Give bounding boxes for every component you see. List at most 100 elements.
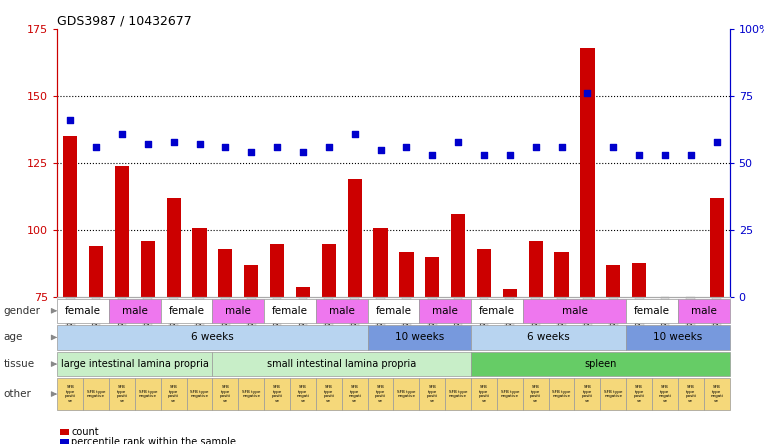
Text: small intestinal lamina propria: small intestinal lamina propria xyxy=(267,359,416,369)
Point xyxy=(116,130,128,137)
Text: male: male xyxy=(329,306,354,316)
Point xyxy=(141,141,154,148)
Point xyxy=(271,143,283,151)
Point xyxy=(555,143,568,151)
Text: SFB
type
positi
ve: SFB type positi ve xyxy=(116,385,128,403)
FancyBboxPatch shape xyxy=(316,298,367,323)
FancyBboxPatch shape xyxy=(575,378,601,410)
FancyBboxPatch shape xyxy=(212,298,264,323)
Text: SFB
type
negati
ve: SFB type negati ve xyxy=(296,385,309,403)
Text: male: male xyxy=(432,306,458,316)
FancyBboxPatch shape xyxy=(57,298,109,323)
Text: SFB
type
positi
ve: SFB type positi ve xyxy=(478,385,490,403)
Point xyxy=(633,151,646,159)
FancyBboxPatch shape xyxy=(212,378,238,410)
Point xyxy=(452,138,465,145)
FancyBboxPatch shape xyxy=(238,378,264,410)
Text: other: other xyxy=(4,389,31,399)
Text: SFB
type
positi
ve: SFB type positi ve xyxy=(582,385,593,403)
FancyBboxPatch shape xyxy=(160,378,186,410)
Point xyxy=(711,138,723,145)
Text: percentile rank within the sample: percentile rank within the sample xyxy=(71,437,236,444)
Point xyxy=(167,138,180,145)
Point xyxy=(400,143,413,151)
Bar xyxy=(632,262,646,297)
Text: female: female xyxy=(65,306,101,316)
Point xyxy=(503,151,516,159)
FancyBboxPatch shape xyxy=(109,378,135,410)
FancyBboxPatch shape xyxy=(549,378,575,410)
FancyBboxPatch shape xyxy=(471,378,497,410)
FancyBboxPatch shape xyxy=(135,378,160,410)
Text: SFB
type
positi
ve: SFB type positi ve xyxy=(426,385,438,403)
Text: male: male xyxy=(691,306,717,316)
Text: age: age xyxy=(4,333,23,342)
FancyBboxPatch shape xyxy=(160,298,212,323)
FancyBboxPatch shape xyxy=(419,378,445,410)
Text: SFB type
negative: SFB type negative xyxy=(552,390,571,398)
Text: 6 weeks: 6 weeks xyxy=(527,333,570,342)
Point xyxy=(529,143,542,151)
FancyBboxPatch shape xyxy=(57,325,367,350)
Point xyxy=(90,143,102,151)
Bar xyxy=(400,252,413,297)
Text: SFB type
negative: SFB type negative xyxy=(397,390,416,398)
FancyBboxPatch shape xyxy=(445,378,471,410)
Point xyxy=(219,143,231,151)
Bar xyxy=(451,214,465,297)
Text: SFB
type
positi
ve: SFB type positi ve xyxy=(271,385,283,403)
FancyBboxPatch shape xyxy=(264,298,316,323)
FancyBboxPatch shape xyxy=(316,378,342,410)
Text: SFB
type
positi
ve: SFB type positi ve xyxy=(323,385,335,403)
Text: GDS3987 / 10432677: GDS3987 / 10432677 xyxy=(57,15,192,28)
Bar xyxy=(477,249,491,297)
Text: SFB
type
positi
ve: SFB type positi ve xyxy=(65,385,76,403)
Point xyxy=(245,149,257,156)
Text: SFB
type
negati
ve: SFB type negati ve xyxy=(711,385,724,403)
Point xyxy=(607,143,620,151)
FancyBboxPatch shape xyxy=(83,378,109,410)
Text: SFB
type
negati
ve: SFB type negati ve xyxy=(659,385,672,403)
Text: SFB type
negative: SFB type negative xyxy=(87,390,105,398)
Text: female: female xyxy=(272,306,308,316)
Bar xyxy=(89,246,103,297)
Point xyxy=(581,90,594,97)
Bar xyxy=(529,241,542,297)
Point xyxy=(348,130,361,137)
Text: SFB type
negative: SFB type negative xyxy=(190,390,209,398)
FancyBboxPatch shape xyxy=(497,378,523,410)
Text: male: male xyxy=(562,306,588,316)
FancyBboxPatch shape xyxy=(523,298,626,323)
FancyBboxPatch shape xyxy=(471,325,626,350)
Bar xyxy=(115,166,129,297)
Point xyxy=(685,151,697,159)
FancyBboxPatch shape xyxy=(212,352,471,377)
FancyBboxPatch shape xyxy=(419,298,471,323)
Text: female: female xyxy=(634,306,670,316)
Point xyxy=(374,146,387,153)
Bar xyxy=(555,252,568,297)
FancyBboxPatch shape xyxy=(393,378,419,410)
Bar xyxy=(141,241,155,297)
Text: SFB
type
positi
ve: SFB type positi ve xyxy=(633,385,645,403)
FancyBboxPatch shape xyxy=(471,352,730,377)
Text: SFB
type
positi
ve: SFB type positi ve xyxy=(168,385,180,403)
Point xyxy=(322,143,335,151)
FancyBboxPatch shape xyxy=(678,298,730,323)
FancyBboxPatch shape xyxy=(367,378,393,410)
FancyBboxPatch shape xyxy=(57,352,212,377)
Text: SFB type
negative: SFB type negative xyxy=(242,390,261,398)
Text: 6 weeks: 6 weeks xyxy=(191,333,234,342)
FancyBboxPatch shape xyxy=(57,378,83,410)
FancyBboxPatch shape xyxy=(109,298,160,323)
Point xyxy=(478,151,490,159)
Text: gender: gender xyxy=(4,306,40,316)
Text: 10 weeks: 10 weeks xyxy=(395,333,444,342)
FancyBboxPatch shape xyxy=(342,378,367,410)
FancyBboxPatch shape xyxy=(626,325,730,350)
Text: SFB type
negative: SFB type negative xyxy=(500,390,519,398)
FancyBboxPatch shape xyxy=(523,378,549,410)
FancyBboxPatch shape xyxy=(704,378,730,410)
Bar xyxy=(322,244,336,297)
Text: tissue: tissue xyxy=(4,359,35,369)
